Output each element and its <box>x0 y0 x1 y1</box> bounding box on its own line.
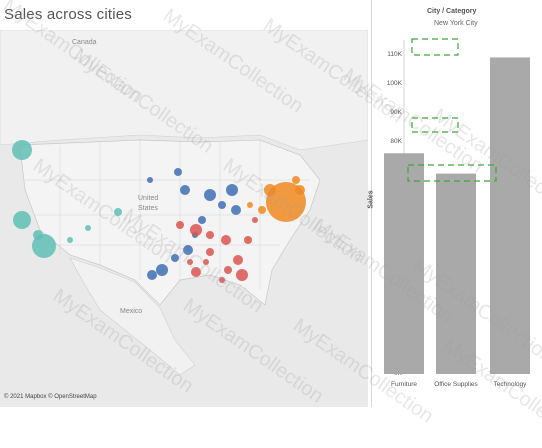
city-marker[interactable] <box>67 237 73 243</box>
y-tick-label: 110K <box>387 50 402 58</box>
y-tick-label: 90K <box>390 108 402 116</box>
city-marker[interactable] <box>198 216 206 224</box>
state-borders <box>25 140 310 290</box>
map-canvas <box>0 30 368 376</box>
bar-technology[interactable] <box>490 57 530 374</box>
city-marker[interactable] <box>176 221 184 229</box>
city-marker[interactable] <box>147 177 153 183</box>
sales-map[interactable]: Canada United States Mexico <box>0 30 368 407</box>
label-united: United <box>138 195 159 202</box>
city-marker[interactable] <box>221 235 231 245</box>
city-marker[interactable] <box>295 185 305 195</box>
category-label: Furniture <box>390 381 417 388</box>
city-marker[interactable] <box>252 217 258 223</box>
city-marker[interactable] <box>203 259 209 265</box>
city-marker[interactable] <box>114 208 122 216</box>
city-marker[interactable] <box>219 277 225 283</box>
city-marker[interactable] <box>33 230 43 240</box>
city-marker[interactable] <box>244 236 252 244</box>
city-marker[interactable] <box>85 225 91 231</box>
highlight-box <box>411 117 459 133</box>
bar-chart-svg <box>384 38 530 374</box>
highlight-box <box>407 164 497 182</box>
city-marker[interactable] <box>156 264 168 276</box>
label-canada: Canada <box>72 39 97 46</box>
city-marker[interactable] <box>171 254 179 262</box>
city-marker[interactable] <box>174 168 182 176</box>
city-marker[interactable] <box>233 255 243 265</box>
city-marker[interactable] <box>12 140 32 160</box>
panel-divider <box>371 0 372 407</box>
city-markers <box>12 140 306 283</box>
bar-chart-panel: City / Category New York City Sales 0K10… <box>368 0 542 407</box>
city-marker[interactable] <box>183 245 193 255</box>
label-states: States <box>138 205 158 212</box>
y-tick-label: 100K <box>386 79 402 87</box>
label-mexico: Mexico <box>120 308 143 315</box>
city-marker[interactable] <box>258 206 266 214</box>
city-marker[interactable] <box>180 185 190 195</box>
land-canada <box>0 30 368 151</box>
city-marker[interactable] <box>264 184 276 196</box>
map-attribution[interactable]: © 2021 Mapbox © OpenStreetMap <box>4 394 97 400</box>
category-label: Technology <box>493 381 527 388</box>
city-marker[interactable] <box>218 201 226 209</box>
city-marker[interactable] <box>204 189 216 201</box>
city-marker[interactable] <box>224 266 232 274</box>
city-marker[interactable] <box>236 269 248 281</box>
page-title: Sales across cities <box>4 6 133 23</box>
city-marker[interactable] <box>247 202 253 208</box>
city-marker[interactable] <box>206 231 214 239</box>
chart-city-label: New York City <box>434 20 478 27</box>
y-tick-label: 80K <box>390 137 402 145</box>
city-marker[interactable] <box>231 205 241 215</box>
city-marker[interactable] <box>191 267 201 277</box>
city-marker[interactable] <box>147 270 157 280</box>
city-marker[interactable] <box>226 184 238 196</box>
chart-header: City / Category <box>427 8 477 15</box>
category-label: Office Supplies <box>434 381 478 388</box>
bar-furniture[interactable] <box>384 153 424 374</box>
land-usa <box>19 139 321 306</box>
city-marker[interactable] <box>190 224 202 236</box>
city-marker[interactable] <box>13 211 31 229</box>
city-marker[interactable] <box>206 248 214 256</box>
bar-office-supplies[interactable] <box>436 173 476 374</box>
city-marker[interactable] <box>292 176 300 184</box>
land-mexico <box>69 257 196 376</box>
city-marker[interactable] <box>187 259 193 265</box>
highlight-box <box>411 38 459 56</box>
